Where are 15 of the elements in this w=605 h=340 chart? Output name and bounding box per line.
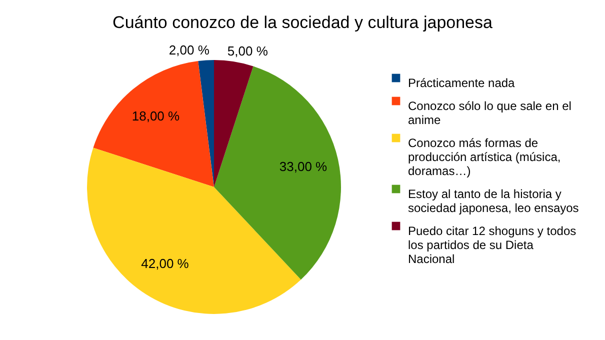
pie-slice: [93, 61, 214, 187]
data-label: 33,00 %: [279, 159, 328, 174]
pie-slice: [198, 60, 214, 187]
data-label: 18,00 %: [132, 108, 180, 124]
legend-label: Conozco más formas de producción artística (música, doramas…): [408, 136, 561, 178]
legend-label: Conozco sólo lo que sale en el anime: [408, 99, 572, 127]
legend-label: Puedo citar 12 shoguns y todos los partidos de su Dieta Nacional: [408, 224, 576, 266]
chart-title: Cuánto conozco de la sociedad y cultura japonesa: [112, 13, 494, 32]
data-label: 2,00 %: [168, 42, 210, 58]
pie-slice: [214, 66, 341, 280]
legend-label: Prácticamente nada: [408, 76, 516, 90]
data-label: 42,00 %: [141, 256, 190, 272]
legend-label: Estoy al tanto de la historia y sociedad japonesa, leo ensayos: [408, 187, 579, 215]
data-label: 5,00 %: [227, 44, 268, 59]
pie-slice: [214, 60, 254, 187]
